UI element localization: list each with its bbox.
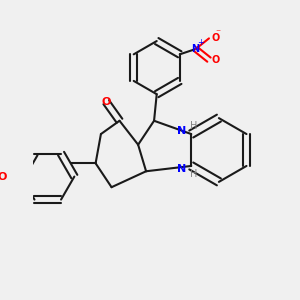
Text: O: O bbox=[0, 172, 7, 182]
Text: N: N bbox=[177, 126, 186, 136]
Text: H: H bbox=[190, 121, 198, 131]
Text: O: O bbox=[101, 97, 111, 107]
Text: N: N bbox=[177, 164, 186, 174]
Text: O: O bbox=[212, 33, 220, 43]
Text: +: + bbox=[197, 38, 204, 47]
Text: H: H bbox=[190, 169, 198, 179]
Text: O: O bbox=[212, 55, 220, 64]
Text: ⁻: ⁻ bbox=[216, 28, 221, 38]
Text: N: N bbox=[192, 44, 200, 54]
